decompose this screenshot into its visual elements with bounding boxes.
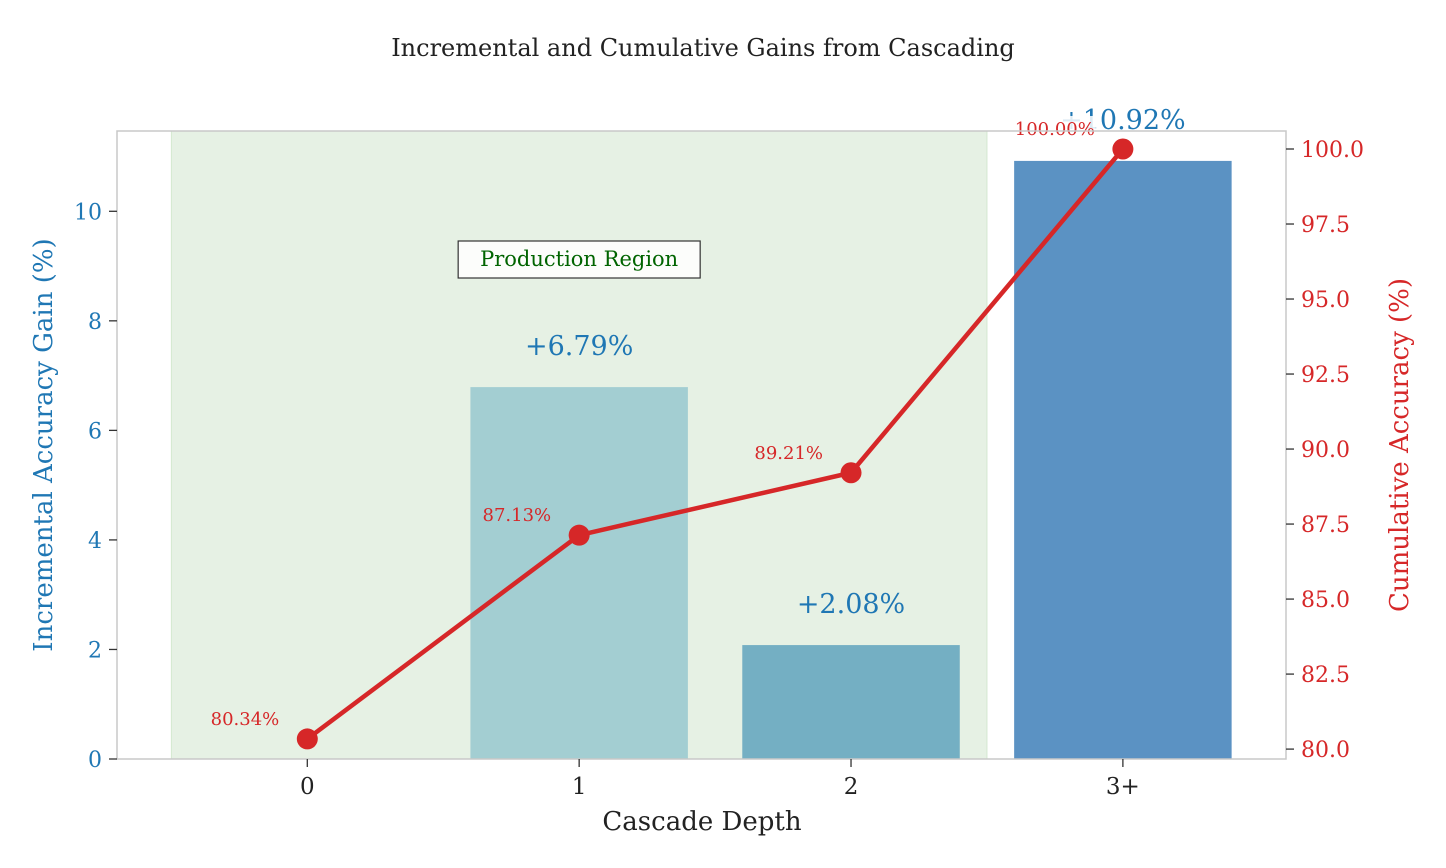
- right-axis-tick-label: 95.0: [1301, 288, 1350, 313]
- right-axis-tick-label: 90.0: [1301, 438, 1350, 463]
- line-point: [296, 728, 318, 750]
- x-axis-label: Cascade Depth: [602, 807, 801, 837]
- left-axis-tick-label: 4: [88, 529, 102, 554]
- right-axis-tick-label: 100.0: [1301, 138, 1364, 163]
- point-value-label: 89.21%: [754, 443, 823, 464]
- left-axis-tick-label: 2: [88, 638, 102, 663]
- point-value-label: 80.34%: [211, 709, 280, 730]
- y-axis-label-left: Incremental Accuracy Gain (%): [29, 238, 59, 651]
- chart-title: Incremental and Cumulative Gains from Ca…: [391, 34, 1015, 62]
- x-axis-tick-label: 2: [844, 774, 859, 800]
- cumulative-accuracy-line: [305, 147, 1125, 741]
- bar-3+: [1014, 160, 1232, 759]
- bar-1: [470, 387, 688, 759]
- right-axis-tick-label: 80.0: [1301, 738, 1350, 763]
- right-axis-tick-label: 97.5: [1301, 213, 1350, 238]
- production-region-label: Production Region: [480, 247, 678, 271]
- point-label-background: [997, 116, 1096, 143]
- left-axis-tick-label: 6: [88, 419, 102, 444]
- y-axis-label-right: Cumulative Accuracy (%): [1385, 278, 1415, 612]
- left-axis-tick-label: 10: [74, 200, 102, 225]
- line-point: [568, 524, 590, 546]
- x-axis-tick-label: 3+: [1106, 774, 1140, 800]
- line-point: [840, 462, 862, 484]
- bar-value-label: +2.08%: [797, 589, 905, 620]
- right-axis-tick-label: 82.5: [1301, 663, 1350, 688]
- plot-frame: [116, 130, 1287, 760]
- production-region-label-box: [457, 240, 701, 279]
- x-axis-tick-label: 0: [300, 774, 315, 800]
- bar-2: [742, 645, 960, 759]
- right-axis-tick-label: 87.5: [1301, 513, 1350, 538]
- line-point: [1112, 138, 1134, 160]
- right-axis-tick-label: 92.5: [1301, 363, 1350, 388]
- x-axis-tick-label: 1: [572, 774, 587, 800]
- right-axis-tick-label: 85.0: [1301, 588, 1350, 613]
- left-axis-tick-label: 8: [88, 310, 102, 335]
- bar-value-label: +6.79%: [525, 331, 633, 362]
- point-value-label: 100.00%: [1015, 119, 1095, 140]
- left-axis-tick-label: 0: [88, 748, 102, 773]
- point-value-label: 87.13%: [483, 505, 552, 526]
